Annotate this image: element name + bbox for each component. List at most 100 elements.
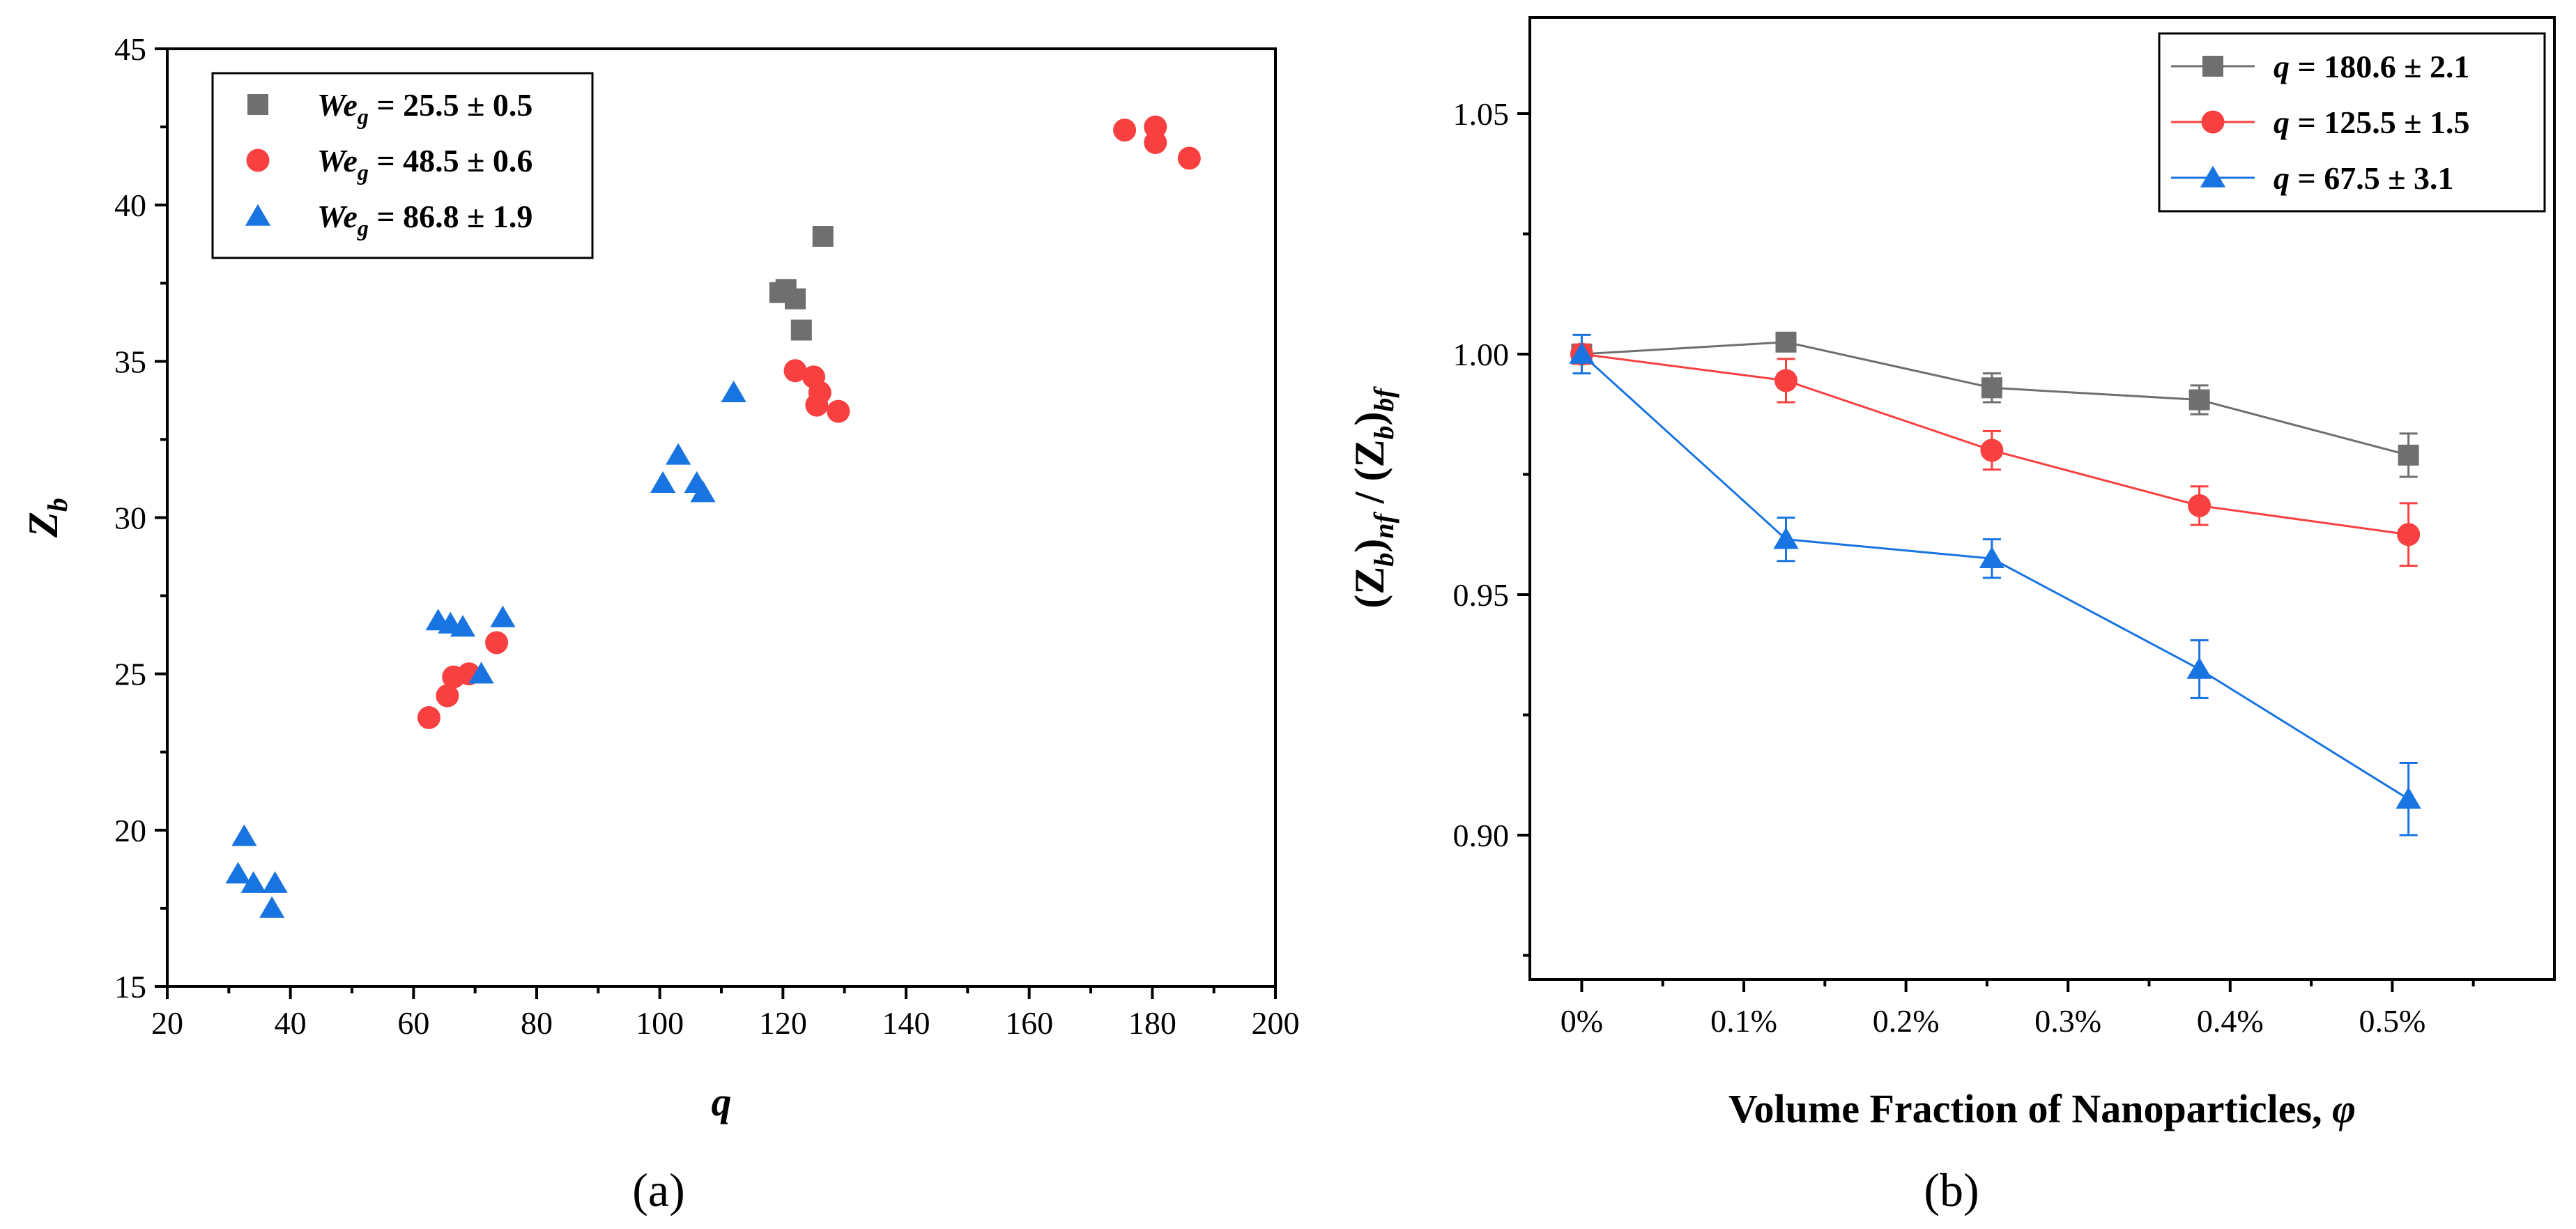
legend-value: = 86.8 ± 1.9 bbox=[369, 199, 532, 234]
data-point bbox=[1979, 547, 2005, 569]
series-2 bbox=[1569, 333, 2421, 837]
y-tick-label: 15 bbox=[114, 969, 146, 1005]
legend-var: We bbox=[317, 87, 358, 123]
data-point bbox=[721, 380, 746, 402]
legend-value: = 48.5 ± 0.6 bbox=[369, 143, 532, 178]
legend-var: We bbox=[317, 199, 358, 234]
legend-entry: q = 180.6 ± 2.1 bbox=[2274, 49, 2469, 84]
legend-sub: g bbox=[357, 160, 369, 185]
y-tick-label: 30 bbox=[114, 501, 146, 536]
x-tick-label: 0.2% bbox=[1873, 1003, 1940, 1039]
legend-marker bbox=[247, 94, 268, 115]
data-point bbox=[785, 288, 806, 310]
legend-var: q bbox=[2274, 160, 2290, 196]
y-tick-label: 35 bbox=[114, 344, 146, 379]
x-tick-label: 120 bbox=[759, 1005, 807, 1041]
legend-sub: g bbox=[357, 104, 369, 129]
y-tick-label: 25 bbox=[114, 657, 146, 692]
data-point bbox=[450, 615, 476, 637]
x-tick-label: 0% bbox=[1561, 1003, 1603, 1039]
legend-box bbox=[211, 72, 594, 259]
legend-var: q bbox=[2274, 49, 2290, 84]
x-tick-label: 0.4% bbox=[2197, 1003, 2264, 1039]
data-point bbox=[1775, 331, 1797, 353]
y-title-part: ) bbox=[1347, 539, 1393, 553]
y-title-part: ) bbox=[1347, 412, 1393, 426]
data-point bbox=[2395, 787, 2421, 809]
x-tick-label: 0.1% bbox=[1710, 1003, 1777, 1039]
y-tick-label: 1.05 bbox=[1453, 96, 1510, 132]
data-point bbox=[812, 226, 834, 247]
legend-marker bbox=[2201, 110, 2225, 134]
y-axis-title: (Zb)nf / (Zb)bf bbox=[1347, 386, 1400, 609]
y-tick-label: 1.00 bbox=[1453, 337, 1510, 372]
x-axis-title: q bbox=[712, 1079, 732, 1124]
legend: q = 180.6 ± 2.1q = 125.5 ± 1.5q = 67.5 ±… bbox=[2158, 32, 2546, 213]
data-point bbox=[259, 896, 285, 918]
x-tick-label: 0.5% bbox=[2359, 1003, 2425, 1039]
data-point bbox=[1774, 369, 1797, 392]
data-point bbox=[805, 393, 829, 417]
x-tick-label: 0.3% bbox=[2034, 1003, 2101, 1039]
x-tick-label: 200 bbox=[1252, 1005, 1300, 1041]
legend-var: q bbox=[2274, 105, 2290, 140]
legend-entry: q = 67.5 ± 3.1 bbox=[2274, 160, 2453, 196]
series-0 bbox=[769, 226, 834, 341]
data-point bbox=[790, 319, 812, 341]
legend-value: = 67.5 ± 3.1 bbox=[2290, 160, 2453, 196]
plot-frame bbox=[1528, 16, 2556, 981]
y-tick-label: 40 bbox=[114, 188, 146, 223]
legend-entry: Weg = 48.5 ± 0.6 bbox=[317, 143, 532, 185]
data-point bbox=[827, 399, 850, 423]
y-title-main: Z bbox=[20, 512, 66, 538]
data-point bbox=[231, 824, 257, 846]
legend-entry: Weg = 25.5 ± 0.5 bbox=[317, 87, 532, 129]
y-title-part: / (Z bbox=[1347, 440, 1393, 514]
data-point bbox=[240, 871, 266, 893]
data-point bbox=[417, 705, 440, 729]
x-title-text: Volume Fraction of Nanoparticles, bbox=[1728, 1086, 2332, 1131]
caption-b: (b) bbox=[1924, 1163, 1979, 1216]
series-line bbox=[1581, 341, 2409, 457]
y-title-sub: nf bbox=[1368, 512, 1400, 539]
y-axis-title: Zb bbox=[20, 498, 73, 538]
y-title-sub: b bbox=[1368, 553, 1400, 567]
data-point bbox=[1177, 146, 1201, 170]
legend-marker bbox=[246, 148, 270, 172]
y-title-part: (Z bbox=[1347, 567, 1393, 609]
y-tick-label: 20 bbox=[114, 813, 146, 848]
data-point bbox=[1773, 527, 1799, 549]
x-axis-title: Volume Fraction of Nanoparticles, φ bbox=[1728, 1086, 2356, 1131]
legend-marker bbox=[2200, 165, 2226, 188]
legend-marker bbox=[245, 204, 271, 226]
data-point bbox=[2188, 494, 2211, 517]
series-line bbox=[1581, 353, 2409, 800]
data-point bbox=[2186, 657, 2212, 679]
legend-sub: g bbox=[357, 215, 369, 241]
x-tick-label: 140 bbox=[882, 1005, 930, 1041]
legend-value: = 125.5 ± 1.5 bbox=[2290, 105, 2469, 140]
data-point bbox=[225, 862, 251, 884]
legend-value: = 180.6 ± 2.1 bbox=[2290, 49, 2469, 84]
data-point bbox=[490, 605, 516, 627]
series-1 bbox=[1570, 342, 2421, 567]
data-point bbox=[1113, 119, 1137, 142]
x-tick-label: 60 bbox=[397, 1005, 429, 1041]
y-tick-label: 0.90 bbox=[1453, 818, 1510, 853]
y-tick-label: 45 bbox=[114, 31, 146, 67]
legend-marker bbox=[2202, 56, 2223, 77]
series-2 bbox=[225, 380, 746, 918]
panel-b-line: 0% 0.1% 0.2% 0.3% 0.4% 0.5% 0.90 0.95 1.00 1.05 Vo… bbox=[1347, 16, 2556, 1216]
data-point bbox=[1144, 131, 1167, 154]
x-tick-label: 160 bbox=[1005, 1005, 1053, 1041]
panel-a-scatter: 20 40 60 80 100 120 140 160 180 20015202530354045… bbox=[20, 31, 1300, 1216]
data-point bbox=[783, 359, 807, 383]
series-1 bbox=[417, 115, 1201, 729]
data-point bbox=[2397, 523, 2421, 547]
data-point bbox=[666, 443, 691, 465]
data-point bbox=[1569, 342, 1595, 364]
legend-entry: q = 125.5 ± 1.5 bbox=[2274, 105, 2469, 140]
y-title-sub: b bbox=[1368, 426, 1400, 440]
data-point bbox=[485, 631, 509, 655]
